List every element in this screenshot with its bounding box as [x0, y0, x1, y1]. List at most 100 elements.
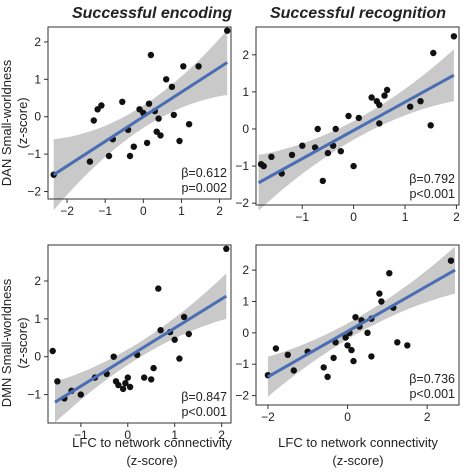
plot-frame [47, 26, 232, 200]
data-point [348, 346, 355, 354]
y-tick-label: 2 [242, 48, 249, 62]
data-point [195, 63, 202, 70]
data-point [352, 314, 359, 321]
data-point [330, 354, 337, 362]
data-point [430, 49, 437, 57]
plot-frame [47, 244, 232, 424]
data-point [394, 339, 401, 346]
data-point [54, 378, 61, 385]
data-point [176, 355, 183, 362]
data-point [404, 342, 411, 349]
x-tick-label: −1 [98, 204, 112, 218]
y-tick-label: 1 [34, 312, 41, 326]
data-point [119, 385, 127, 393]
data-point [381, 92, 388, 99]
data-point [145, 100, 153, 107]
x-tick-label: 0 [124, 428, 131, 442]
data-point [290, 367, 297, 374]
data-point [368, 94, 375, 101]
data-point [299, 142, 306, 149]
data-point [376, 101, 383, 109]
data-point [147, 51, 155, 59]
x-tick-label: 2 [453, 210, 460, 224]
x-label-recognition: LFC to network connectivity [278, 435, 438, 450]
data-point [77, 391, 85, 398]
row-label-dan: DAN Small-worldness [0, 59, 14, 186]
data-point [157, 132, 164, 139]
data-point [141, 374, 148, 381]
data-point [368, 353, 375, 360]
x-tick-label: 2 [218, 428, 225, 442]
y-tick-label: 1 [242, 85, 249, 99]
x-tick-label: −2 [60, 204, 74, 218]
data-point [148, 376, 155, 383]
data-point [345, 112, 352, 120]
regression-line [257, 73, 455, 185]
p-value-annotation: p<0.001 [409, 187, 455, 201]
x-tick-label: −1 [74, 428, 88, 442]
regression-line [54, 294, 228, 404]
column-title-recognition: Successful recognition [270, 5, 446, 22]
data-point [450, 33, 458, 40]
beta-annotation: β=0.612 [181, 166, 227, 180]
y-tick-label: 1 [242, 294, 249, 308]
data-point [224, 27, 231, 34]
data-point [170, 111, 177, 119]
x-tick-label: 0 [344, 410, 351, 424]
data-point [168, 83, 176, 91]
data-point [407, 103, 414, 110]
data-point [355, 114, 362, 122]
data-point [157, 327, 164, 334]
x-tick-label: 0 [140, 204, 147, 218]
y-tick-label: −1 [235, 357, 249, 371]
p-value-annotation: p<0.001 [181, 405, 227, 419]
data-point [119, 98, 126, 106]
data-point [171, 336, 178, 343]
x-tick-label: 2 [216, 204, 223, 218]
data-point [90, 117, 98, 124]
data-point [383, 86, 391, 94]
data-point [126, 383, 134, 391]
data-point [49, 347, 56, 355]
x-label-encoding: LFC to network connectivity [72, 435, 232, 450]
x-tick-label: 1 [402, 210, 409, 224]
data-point [268, 153, 275, 160]
data-point [150, 364, 157, 372]
row-label-dmn: DMN Small-worldness [0, 278, 14, 407]
y-tick-label: −2 [27, 185, 41, 199]
y-tick-label: 0 [34, 350, 41, 364]
x-tick-label: −1 [295, 210, 309, 224]
plot-frame [255, 244, 460, 406]
data-point [272, 345, 280, 352]
data-point [324, 149, 332, 157]
data-point [417, 98, 424, 105]
data-point [288, 151, 296, 159]
data-point [376, 290, 383, 297]
data-point [350, 162, 357, 170]
row-label-dmn-unit: (z-score) [15, 317, 30, 368]
data-point [332, 125, 339, 133]
data-point [110, 353, 117, 360]
data-point [284, 351, 291, 358]
y-tick-label: −1 [27, 388, 41, 402]
y-tick-label: 0 [242, 326, 249, 340]
data-point [314, 125, 321, 133]
data-point [260, 162, 267, 170]
data-point [376, 120, 383, 127]
data-point [130, 143, 137, 150]
y-tick-label: −1 [235, 159, 249, 173]
data-point [324, 373, 331, 380]
x-tick-label: 0 [350, 210, 357, 224]
data-point [185, 121, 193, 128]
data-point [105, 152, 113, 160]
data-point [427, 122, 434, 129]
data-point [447, 257, 455, 264]
data-point [98, 102, 105, 109]
x-tick-label: 1 [171, 428, 178, 442]
data-point [320, 364, 327, 371]
